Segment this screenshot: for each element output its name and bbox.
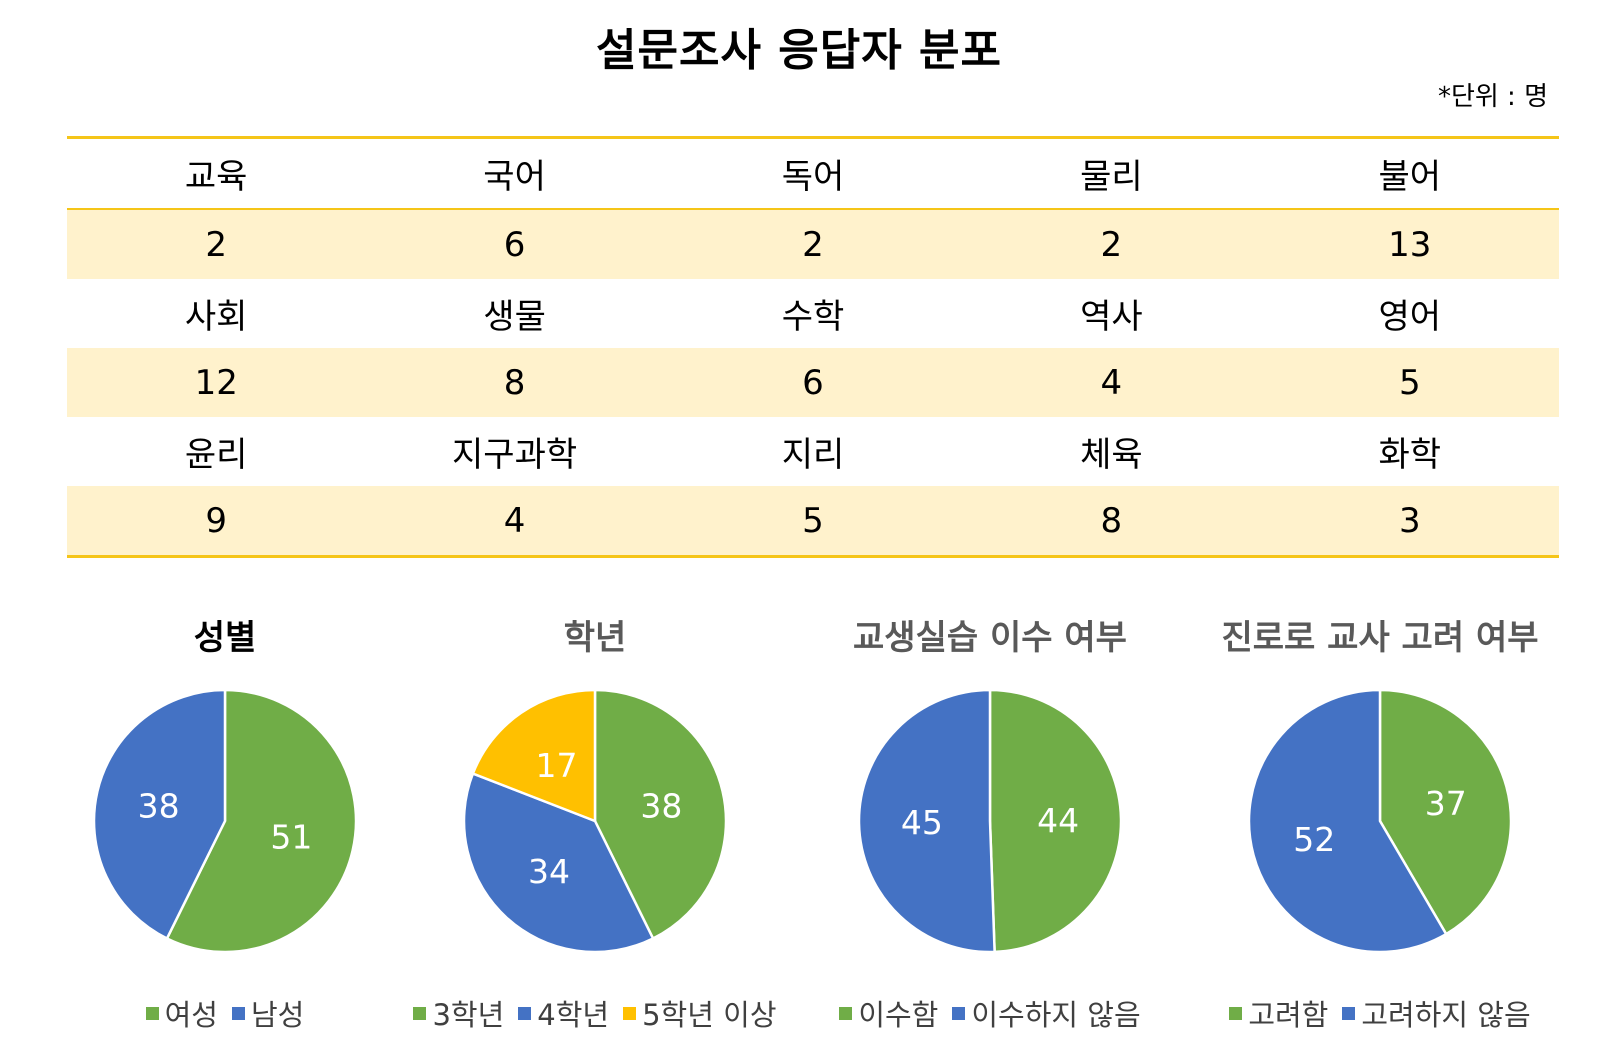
unit-note: *단위 : 명 (1437, 82, 1548, 112)
major-table: 교육 국어 독어 물리 불어 2 6 2 2 13 사회 생물 수학 역사 영어… (67, 136, 1559, 558)
major-name-cell: 교육 (67, 137, 366, 209)
legend-label: 여성 (164, 998, 218, 1032)
major-name-cell: 지리 (663, 417, 963, 486)
major-count-cell: 5 (1260, 348, 1559, 417)
pie-slice (462, 771, 655, 954)
major-count-cell: 2 (663, 208, 963, 279)
major-count-cell: 12 (67, 348, 366, 417)
major-name-cell: 지구과학 (365, 417, 664, 486)
pie-data-label: 34 (528, 852, 570, 891)
legend-label: 5학년 이상 (642, 998, 777, 1032)
major-name-row: 교육 국어 독어 물리 불어 (67, 137, 1559, 209)
legend-label: 남성 (251, 998, 305, 1032)
legend-swatch (623, 1006, 637, 1020)
pie-data-label: 38 (640, 787, 682, 826)
major-count-row: 12 8 6 4 5 (67, 348, 1559, 417)
pie-slice (165, 688, 358, 954)
major-count-cell: 2 (962, 208, 1261, 279)
legend-swatch (232, 1006, 245, 1020)
pie-data-label: 44 (1037, 801, 1079, 840)
pie-slice (1378, 688, 1513, 936)
legend-label: 고려함 (1248, 998, 1329, 1032)
major-count-row: 9 4 5 8 3 (67, 486, 1559, 557)
pie-data-label: 51 (270, 817, 312, 856)
legend-item: 4학년 (518, 992, 609, 1034)
major-name-cell: 물리 (962, 137, 1261, 209)
major-name-cell: 화학 (1260, 417, 1559, 486)
legend-label: 4학년 (537, 998, 610, 1032)
legend-item: 고려함 (1229, 992, 1328, 1034)
major-name-cell: 불어 (1260, 137, 1559, 209)
pie-svg: 44 45 (857, 688, 1123, 954)
legend-item: 여성 (145, 992, 218, 1034)
major-name-cell: 국어 (365, 137, 664, 209)
major-name-cell: 사회 (67, 279, 366, 348)
pie-legend: 고려함 고려하지 않음 (1190, 992, 1570, 1034)
pie-svg: 37 52 (1247, 688, 1513, 954)
legend-item: 3학년 (413, 992, 504, 1034)
pie-data-label: 37 (1425, 784, 1467, 823)
major-count-cell: 6 (663, 348, 963, 417)
legend-swatch (1229, 1006, 1243, 1020)
major-name-cell: 체육 (962, 417, 1261, 486)
legend-swatch (952, 1006, 966, 1020)
major-count-cell: 8 (962, 486, 1261, 557)
pie-slice (92, 688, 227, 941)
major-name-cell: 역사 (962, 279, 1261, 348)
pie-title: 학년 (563, 618, 627, 658)
legend-label: 이수하지 않음 (971, 998, 1141, 1032)
major-count-row: 2 6 2 2 13 (67, 208, 1559, 279)
major-name-cell: 생물 (365, 279, 664, 348)
pie-svg: 51 38 (92, 688, 358, 954)
pie-data-label: 38 (138, 787, 180, 826)
legend-item: 이수함 (839, 992, 938, 1034)
major-count-cell: 5 (663, 486, 963, 557)
legend-swatch (839, 1006, 853, 1020)
pie-slice (471, 688, 597, 823)
page-title: 설문조사 응답자 분포 (596, 25, 1002, 76)
major-count-cell: 6 (365, 208, 664, 279)
major-count-cell: 2 (67, 208, 366, 279)
major-count-cell: 9 (67, 486, 366, 557)
legend-swatch (518, 1006, 532, 1020)
legend-label: 이수함 (858, 998, 939, 1032)
pie-data-label: 17 (536, 746, 578, 785)
legend-item: 고려하지 않음 (1342, 992, 1531, 1034)
legend-label: 고려하지 않음 (1361, 998, 1531, 1032)
pie-slice (1247, 688, 1448, 954)
pie-legend: 이수함 이수하지 않음 (800, 992, 1180, 1034)
legend-swatch (413, 1006, 427, 1020)
legend-label: 3학년 (432, 998, 505, 1032)
major-count-cell: 3 (1260, 486, 1559, 557)
pie-title: 진로로 교사 고려 여부 (1221, 618, 1539, 658)
pie-slice (857, 688, 996, 954)
major-count-cell: 8 (365, 348, 664, 417)
pie-slice (593, 688, 728, 941)
legend-swatch (1342, 1006, 1356, 1020)
legend-swatch (145, 1006, 159, 1020)
pie-data-label: 45 (901, 803, 943, 842)
legend-item: 5학년 이상 (623, 992, 777, 1034)
major-name-cell: 윤리 (67, 417, 366, 486)
legend-item: 남성 (232, 992, 304, 1034)
major-count-cell: 4 (962, 348, 1261, 417)
pie-title: 교생실습 이수 여부 (853, 618, 1127, 658)
pie-legend: 3학년 4학년 5학년 이상 (410, 992, 780, 1034)
pie-slice (988, 688, 1123, 954)
major-name-cell: 독어 (663, 137, 963, 209)
major-count-cell: 4 (365, 486, 664, 557)
major-name-row: 사회 생물 수학 역사 영어 (67, 279, 1559, 348)
pie-legend: 여성 남성 (40, 992, 410, 1034)
pie-svg: 38 34 17 (462, 688, 728, 954)
major-name-row: 윤리 지구과학 지리 체육 화학 (67, 417, 1559, 486)
major-name-cell: 수학 (663, 279, 963, 348)
pie-title: 성별 (193, 618, 257, 658)
pie-data-label: 52 (1293, 820, 1335, 859)
legend-item: 이수하지 않음 (952, 992, 1141, 1034)
major-name-cell: 영어 (1260, 279, 1559, 348)
major-count-cell: 13 (1260, 208, 1559, 279)
